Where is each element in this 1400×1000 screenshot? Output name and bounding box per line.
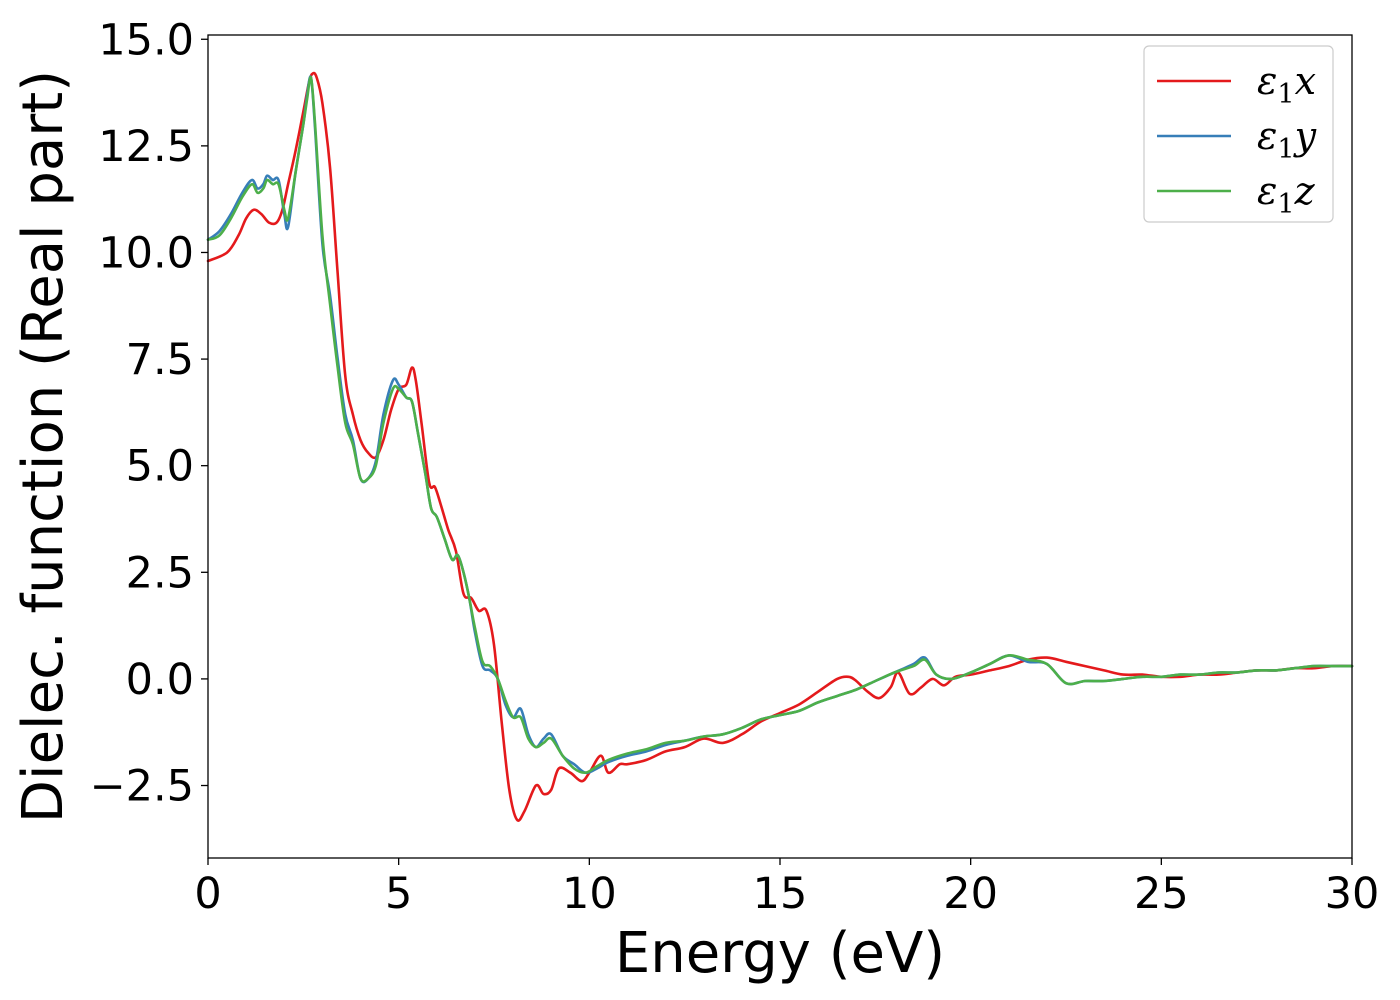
y-tick-label: 2.5 (126, 548, 194, 598)
series-line-z (206, 75, 1354, 775)
x-axis-title: Energy (eV) (615, 921, 945, 986)
legend-epsilon: ε (1257, 59, 1277, 103)
y-tick-label: 15.0 (98, 15, 194, 65)
y-tick-label: 7.5 (126, 335, 194, 385)
x-tick-label: 20 (943, 869, 998, 919)
y-axis-ticks: −2.5 0.0 2.5 5.0 7.5 10.0 12.5 15.0 (90, 15, 208, 812)
y-tick-label: 5.0 (126, 442, 194, 492)
legend-component: x (1295, 59, 1316, 103)
x-tick-label: 25 (1134, 869, 1189, 919)
y-tick-label: 10.0 (98, 228, 194, 278)
legend-label-x: ε1x (1257, 59, 1316, 110)
legend-label-z: ε1z (1257, 169, 1316, 220)
y-axis-title: Dielec. function (Real part) (11, 70, 76, 823)
series-layer (206, 71, 1354, 822)
x-tick-label: 30 (1325, 869, 1380, 919)
y-tick-label: 12.5 (98, 122, 194, 172)
y-tick-label: −2.5 (90, 762, 194, 812)
x-axis-ticks: 0 5 10 15 20 25 30 (194, 858, 1379, 919)
legend-epsilon: ε (1257, 114, 1277, 158)
x-tick-label: 5 (385, 869, 412, 919)
legend-subscript: 1 (1277, 189, 1294, 220)
legend-box (1143, 45, 1334, 223)
x-tick-label: 10 (562, 869, 617, 919)
plot-frame (207, 34, 1353, 859)
legend-component: y (1293, 114, 1317, 158)
legend-subscript: 1 (1277, 134, 1294, 165)
series-line-x (206, 71, 1354, 822)
y-tick-label: 0.0 (126, 655, 194, 705)
legend-component: z (1294, 169, 1316, 213)
legend-subscript: 1 (1277, 79, 1294, 110)
legend-label-y: ε1y (1257, 114, 1317, 165)
legend-epsilon: ε (1257, 169, 1277, 213)
x-tick-label: 15 (753, 869, 808, 919)
x-tick-label: 0 (194, 869, 221, 919)
